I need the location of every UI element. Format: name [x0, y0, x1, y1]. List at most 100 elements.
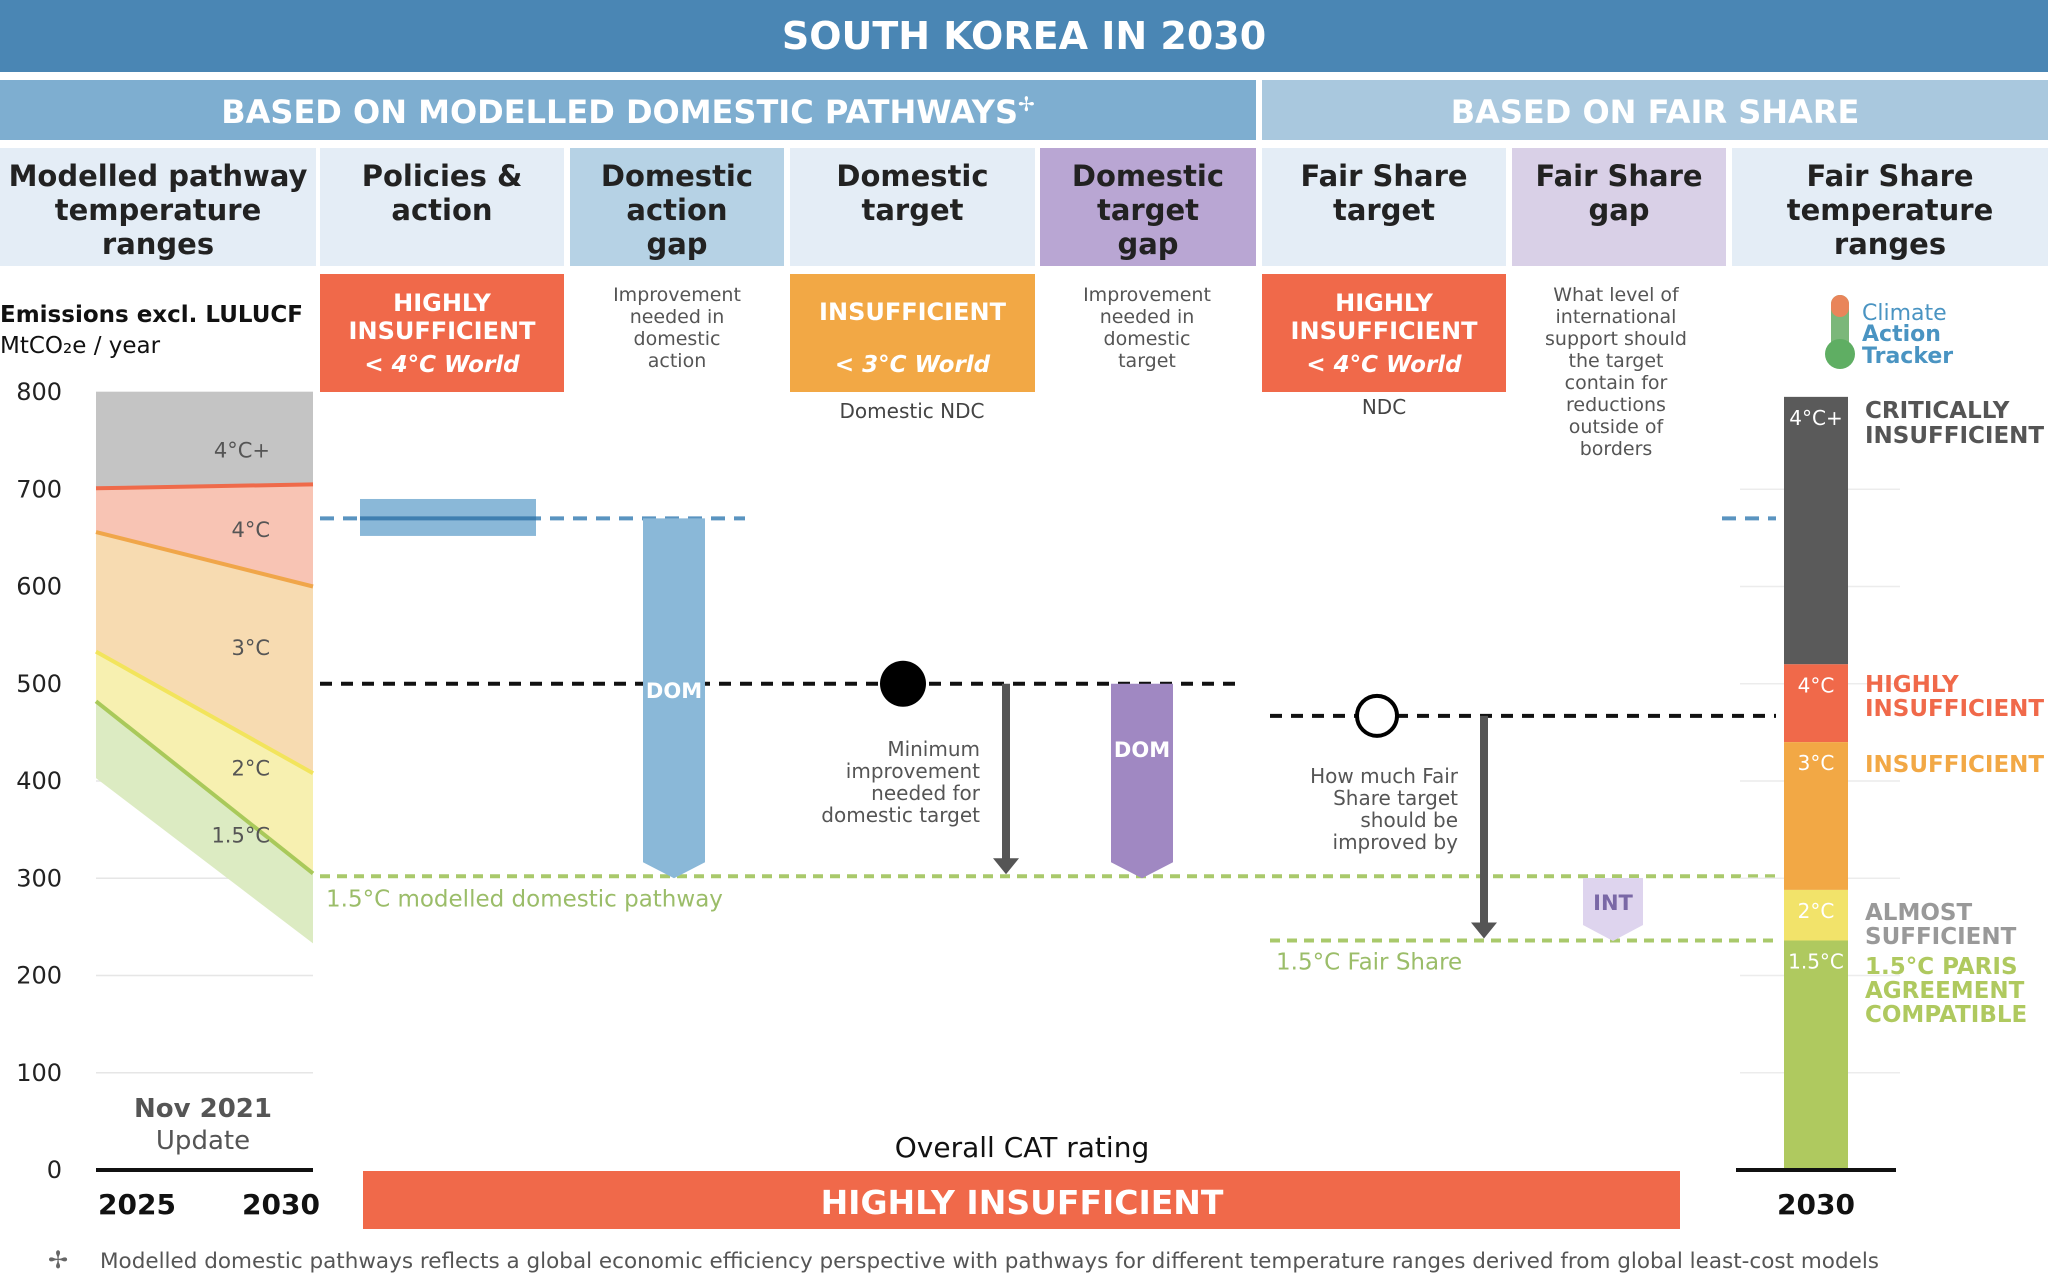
col-domestic-target-label: Domestic — [836, 159, 988, 193]
footnote-mark: ✢ — [48, 1246, 68, 1274]
fair-share-gap-note: international — [1556, 306, 1677, 328]
col-modelled-ranges-label: temperature — [55, 193, 262, 227]
y-tick-label: 300 — [16, 864, 62, 892]
fair-share-gap-note: reductions — [1566, 394, 1666, 416]
fair-share-15-label: 1.5°C Fair Share — [1276, 949, 1462, 975]
col-fair-share-target-label: Fair Share — [1300, 159, 1467, 193]
dom-blue-label: DOM — [646, 679, 702, 703]
band-2 — [96, 532, 313, 774]
domestic_target-rating-text: INSUFFICIENT — [819, 298, 1007, 326]
band-4 — [96, 701, 313, 944]
update-label: Nov 2021 — [134, 1094, 272, 1124]
update-label: Update — [156, 1126, 250, 1156]
col-fair-share-ranges-label: temperature — [1787, 193, 1994, 227]
band-boundary-2 — [95, 649, 314, 775]
band-1 — [96, 484, 313, 587]
fair-range-label: 3°C — [1798, 751, 1835, 775]
x-tick-right-2030: 2030 — [1777, 1188, 1855, 1221]
dom-blue-arrow — [643, 518, 705, 879]
min-improvement-note: domestic target — [821, 803, 980, 827]
domestic-ndc-label: Domestic NDC — [840, 399, 985, 423]
y-tick-label: 800 — [16, 378, 62, 406]
footnote-text: Modelled domestic pathways reflects a gl… — [100, 1249, 1879, 1274]
y-tick-label: 500 — [16, 670, 62, 698]
fair-share-gap-note: What level of — [1553, 284, 1680, 306]
x-tick-2025: 2025 — [98, 1188, 176, 1221]
fair-range-label: 1.5°C — [1788, 949, 1844, 973]
left-panel: Emissions excl. LULUCF MtCO₂e / year 0 100 2… — [0, 302, 320, 1221]
domestic-action-gap-note: action — [648, 350, 706, 372]
domestic_target-world-text: < 3°C World — [835, 352, 991, 378]
fair-category-line: 1.5°C PARIS — [1865, 954, 2018, 980]
fair_share-rating-box — [1262, 274, 1506, 392]
fair-category-line: SUFFICIENT — [1865, 924, 2017, 950]
col-fair-share-ranges-label: ranges — [1834, 227, 1946, 261]
fair-category-label: HIGHLY INSUFFICIENT — [1865, 672, 2044, 722]
fair-category-line: ALMOST — [1865, 900, 1972, 926]
col-policies-action-label: Policies & — [362, 159, 523, 193]
band-boundary-0 — [95, 482, 314, 491]
min-improvement-note: needed for — [871, 781, 981, 805]
domestic-action-gap-note: needed in — [630, 306, 725, 328]
col-fair-share-target-label: target — [1333, 193, 1435, 227]
band-label: 4°C+ — [214, 438, 270, 462]
logo-action: Action — [1862, 322, 1941, 347]
band-label: 3°C — [231, 636, 270, 660]
fair-category-label: ALMOST SUFFICIENT — [1865, 900, 2017, 950]
col-modelled-ranges-label: ranges — [102, 227, 214, 261]
band-boundary-3 — [94, 699, 315, 875]
domestic-target-gap-note: Improvement — [1083, 284, 1211, 306]
domestic-target-gap-note: domestic — [1104, 328, 1191, 350]
y-tick-label: 200 — [16, 962, 62, 990]
fair-category-label: 1.5°C PARIS AGREEMENT COMPATIBLE — [1865, 954, 2027, 1028]
fair-improvement-arrowhead — [1471, 922, 1497, 939]
col-fair-share-ranges-label: Fair Share — [1806, 159, 1973, 193]
fair-share-gap-note: borders — [1580, 438, 1653, 460]
fair-improvement-note: should be — [1360, 808, 1458, 832]
col-fair-share-gap-header — [1512, 148, 1726, 266]
fair-improvement-note: Share target — [1333, 786, 1458, 810]
col-modelled-ranges-header — [0, 148, 316, 266]
pathway-15-label: 1.5°C modelled domestic pathway — [326, 886, 723, 912]
fair_share-rating-text: INSUFFICIENT — [1291, 317, 1479, 345]
fair-range-segment — [1784, 664, 1848, 743]
domestic-target-gap-note: target — [1118, 350, 1176, 372]
header-area: SOUTH KOREA IN 2030 BASED ON MODELLED DOM… — [0, 0, 2048, 460]
band-label: 2°C — [231, 756, 270, 780]
modelled-section-title: BASED ON MODELLED DOMESTIC PATHWAYS✢ — [221, 92, 1035, 131]
fair-share-gap-note: outside of — [1569, 416, 1665, 438]
fair-ndc-label: NDC — [1362, 395, 1406, 419]
dom-purple-arrow — [1111, 683, 1173, 879]
col-fair-share-ranges-header — [1732, 148, 2048, 266]
fair-category-line: COMPATIBLE — [1865, 1002, 2027, 1028]
min-improvement-note: Minimum — [887, 737, 980, 761]
domestic-action-gap-note: domestic — [634, 328, 721, 350]
domestic-action-gap-note: Improvement — [613, 284, 741, 306]
fair-section-title: BASED ON FAIR SHARE — [1451, 93, 1860, 131]
col-policies-action-header — [320, 148, 564, 266]
y-tick-label: 600 — [16, 573, 62, 601]
fair-range-label: 2°C — [1798, 899, 1835, 923]
band-0 — [96, 392, 313, 489]
min-improvement-note: improvement — [846, 759, 980, 783]
fair-range-segment — [1784, 396, 1848, 665]
col-fair-share-gap-label: Fair Share — [1535, 159, 1702, 193]
fair_share-world-text: < 4°C World — [1306, 352, 1462, 378]
col-domestic-target-gap-label: gap — [1117, 227, 1178, 261]
col-policies-action-label: action — [391, 193, 492, 227]
logo-tracker: Tracker — [1862, 344, 1953, 369]
col-domestic-action-gap-label: Domestic — [601, 159, 753, 193]
fair-range-segment — [1784, 889, 1848, 941]
col-modelled-ranges-label: Modelled pathway — [9, 159, 308, 193]
fair-category-line: INSUFFICIENT — [1865, 752, 2044, 778]
thermometer-top-icon — [1831, 295, 1849, 317]
overall-rating-text: HIGHLY INSUFFICIENT — [821, 1183, 1224, 1222]
fair-improvement-note: improved by — [1333, 830, 1459, 854]
band-label: 4°C — [231, 518, 270, 542]
y-tick-label: 700 — [16, 475, 62, 503]
policies-world-text: < 4°C World — [364, 352, 520, 378]
fair-category-label: CRITICALLY INSUFFICIENT — [1865, 398, 2044, 449]
fair_share-rating-text: HIGHLY — [1335, 289, 1433, 317]
y-axis-label: Emissions excl. LULUCF — [0, 302, 303, 328]
